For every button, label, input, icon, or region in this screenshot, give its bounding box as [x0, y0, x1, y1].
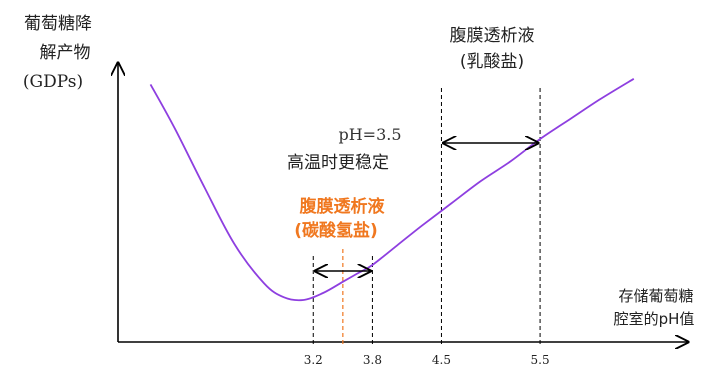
annotation-bicarbonate-subtitle: (碳酸氢盐) [294, 220, 378, 241]
annotation-lactate-title: 腹膜透析液 [450, 26, 535, 46]
y-axis-label-line-2: 解产物 [40, 43, 91, 63]
series-line-gdps [149, 78, 635, 302]
y-axis-label-line-1: 葡萄糖降 [24, 14, 92, 34]
annotation-stable-at-high-temp: 高温时更稳定 [287, 153, 389, 173]
x-tick-label-4-5: 4.5 [432, 353, 451, 367]
y-axis-label-line-3: (GDPs) [23, 72, 83, 92]
annotation-lactate-subtitle: (乳酸盐) [460, 52, 524, 72]
x-axis-label-line-1: 存储葡萄糖 [618, 287, 693, 305]
x-tick-label-5-5: 5.5 [531, 353, 550, 367]
x-axis-label-line-2: 腔室的pH值 [614, 310, 695, 328]
annotation-ph-3-5: pH=3.5 [338, 125, 401, 144]
x-tick-label-3-8: 3.8 [363, 353, 382, 367]
annotation-bicarbonate-title: 腹膜透析液 [300, 196, 385, 217]
x-tick-label-3-2: 3.2 [304, 353, 323, 367]
